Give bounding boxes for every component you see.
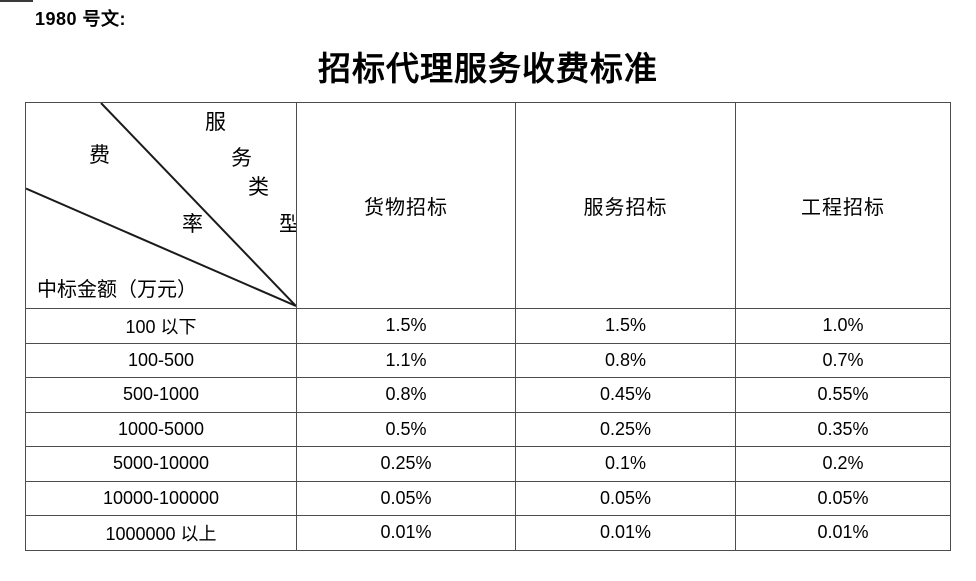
scan-artifact bbox=[0, 0, 33, 2]
column-header-works: 工程招标 bbox=[735, 102, 951, 309]
table-row: 100 以下 1.5% 1.5% 1.0% bbox=[25, 308, 951, 344]
rate-cell: 0.25% bbox=[296, 446, 516, 482]
rate-cell: 0.01% bbox=[296, 515, 516, 551]
table-row: 10000-100000 0.05% 0.05% 0.05% bbox=[25, 480, 951, 516]
diagonal-lines bbox=[26, 103, 296, 307]
table-row: 1000000 以上 0.01% 0.01% 0.01% bbox=[25, 515, 951, 551]
rate-cell: 0.8% bbox=[515, 342, 736, 378]
rate-cell: 1.5% bbox=[296, 308, 516, 344]
amount-range-cell: 1000-5000 bbox=[25, 411, 297, 447]
rate-cell: 0.05% bbox=[515, 480, 736, 516]
header-row: 费 率 服 务 类 型 中标金额（万元） 货物招标 服务招标 工程招标 bbox=[25, 102, 951, 309]
rate-cell: 0.01% bbox=[515, 515, 736, 551]
column-header-goods: 货物招标 bbox=[296, 102, 516, 309]
rate-cell: 1.5% bbox=[515, 308, 736, 344]
page-title: 招标代理服务收费标准 bbox=[318, 52, 658, 88]
amount-axis-label: 中标金额（万元） bbox=[37, 279, 197, 301]
table-row: 100-500 1.1% 0.8% 0.7% bbox=[25, 342, 951, 378]
diagonal-header-cell: 费 率 服 务 类 型 中标金额（万元） bbox=[25, 102, 297, 309]
table-row: 1000-5000 0.5% 0.25% 0.35% bbox=[25, 411, 951, 447]
fee-rate-label-char: 率 bbox=[182, 212, 203, 236]
rate-cell: 1.1% bbox=[296, 342, 516, 378]
amount-range-cell: 1000000 以上 bbox=[25, 515, 297, 551]
doc-number: 1980 号文: bbox=[35, 9, 127, 29]
rate-cell: 0.2% bbox=[735, 446, 951, 482]
rate-cell: 0.45% bbox=[515, 377, 736, 413]
rate-cell: 0.01% bbox=[735, 515, 951, 551]
rate-cell: 1.0% bbox=[735, 308, 951, 344]
table-row: 500-1000 0.8% 0.45% 0.55% bbox=[25, 377, 951, 413]
service-type-label-char: 型 bbox=[279, 214, 296, 235]
rate-cell: 0.1% bbox=[515, 446, 736, 482]
amount-range-cell: 10000-100000 bbox=[25, 480, 297, 516]
rate-cell: 0.55% bbox=[735, 377, 951, 413]
amount-range-cell: 5000-10000 bbox=[25, 446, 297, 482]
rate-cell: 0.35% bbox=[735, 411, 951, 447]
rate-cell: 0.5% bbox=[296, 411, 516, 447]
service-type-label-char: 务 bbox=[231, 146, 252, 170]
fee-rate-label-char: 费 bbox=[89, 143, 110, 167]
rate-cell: 0.25% bbox=[515, 411, 736, 447]
service-type-label-char: 服 bbox=[205, 110, 226, 134]
rate-cell: 0.8% bbox=[296, 377, 516, 413]
amount-range-cell: 500-1000 bbox=[25, 377, 297, 413]
amount-range-cell: 100 以下 bbox=[25, 308, 297, 344]
service-type-label-char: 类 bbox=[248, 175, 269, 199]
column-header-services: 服务招标 bbox=[515, 102, 736, 309]
fee-table: 费 率 服 务 类 型 中标金额（万元） 货物招标 服务招标 工程招标 100 … bbox=[25, 102, 951, 551]
table-row: 5000-10000 0.25% 0.1% 0.2% bbox=[25, 446, 951, 482]
rate-cell: 0.05% bbox=[735, 480, 951, 516]
amount-range-cell: 100-500 bbox=[25, 342, 297, 378]
rate-cell: 0.7% bbox=[735, 342, 951, 378]
rate-cell: 0.05% bbox=[296, 480, 516, 516]
